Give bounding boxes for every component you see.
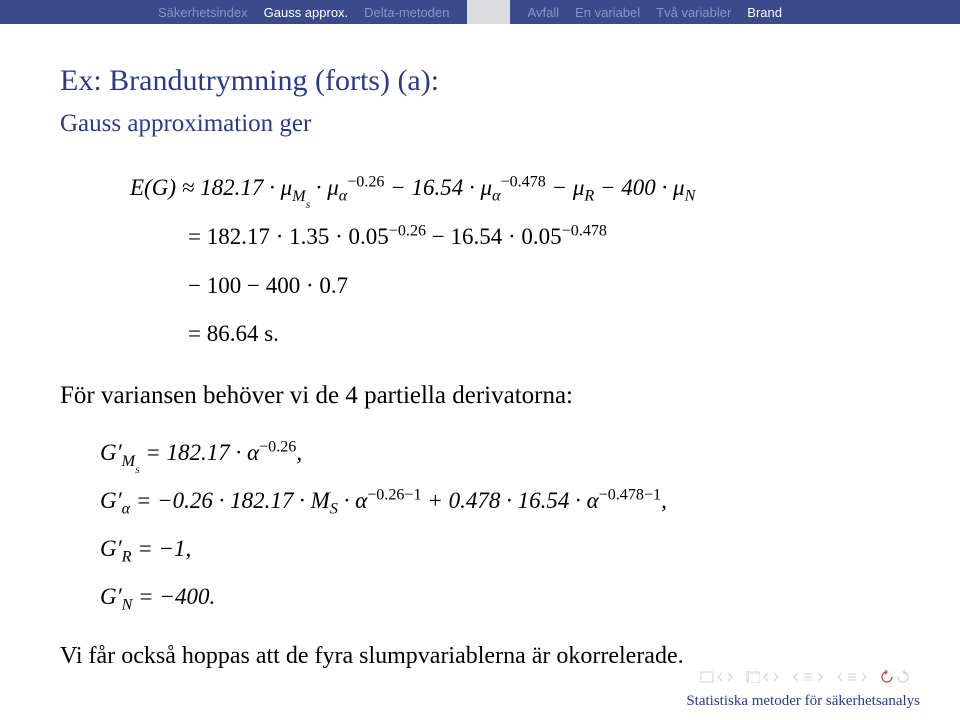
nav-spacer <box>467 0 509 24</box>
eq2-l2a: G′ <box>100 488 122 513</box>
nav-item-sakerhetsindex[interactable]: Säkerhetsindex <box>150 5 256 20</box>
nav-item-delta-metoden[interactable]: Delta-metoden <box>356 5 457 20</box>
eq1-l1c: − 16.54 · μ <box>384 175 492 200</box>
slide-subtitle: Gauss approximation ger <box>60 110 900 138</box>
slide-content: Ex: Brandutrymning (forts) (a): Gauss ap… <box>0 24 960 670</box>
nav-subsection-prev-next[interactable] <box>836 671 868 683</box>
text-correlation: Vi får också hoppas att de fyra slumpvar… <box>60 643 900 670</box>
eq2-l1a: G′ <box>100 440 122 465</box>
nav-item-avfall[interactable]: Avfall <box>520 5 568 20</box>
nav-item-en-variabel[interactable]: En variabel <box>567 5 648 20</box>
eq1-exp1: −0.26 <box>347 173 384 190</box>
eq2-l3a: G′ <box>100 536 122 561</box>
nav-left-group: Säkerhetsindex Gauss approx. Delta-metod… <box>0 0 467 24</box>
eq1-l2: = 182.17 · 1.35 · 0.05 <box>188 224 389 249</box>
footer-title: Statistiska metoder för säkerhetsanalys <box>686 693 920 710</box>
eq1-l4: = 86.64 s. <box>188 310 900 358</box>
eq2-l4a: G′ <box>100 584 122 609</box>
eq1-l2b: − 16.54 · 0.05 <box>426 224 562 249</box>
eq1-l3: − 100 − 400 · 0.7 <box>188 262 900 310</box>
eq1-l2exp1: −0.26 <box>389 223 426 240</box>
nav-section-prev-next[interactable] <box>792 671 824 683</box>
eq2-l4b: = −400. <box>132 584 215 609</box>
eq2-l2e: , <box>661 488 667 513</box>
nav-slide-prev-next[interactable] <box>700 671 734 683</box>
eq1-lhs: E(G) ≈ <box>130 175 200 200</box>
eq2-l3b: = −1, <box>132 536 192 561</box>
nav-right-group: Avfall En variabel Två variabler Brand <box>510 0 960 24</box>
text-variance: För variansen behöver vi de 4 partiella … <box>60 382 900 410</box>
equation-block-2: G′MS = 182.17 · α−0.26, G′α = −0.26 · 18… <box>100 430 900 621</box>
top-navbar: Säkerhetsindex Gauss approx. Delta-metod… <box>0 0 960 24</box>
nav-item-gauss-approx[interactable]: Gauss approx. <box>256 5 357 20</box>
eq1-l2exp2: −0.478 <box>562 223 607 240</box>
eq2-l1b: = 182.17 · α <box>139 440 259 465</box>
beamer-nav-icons <box>700 670 910 684</box>
eq2-l2c: · α <box>338 488 367 513</box>
equation-block-1: E(G) ≈ 182.17 · μMS · μα−0.26 − 16.54 · … <box>130 164 900 358</box>
eq1-l1a: 182.17 · μ <box>200 175 292 200</box>
eq2-l2exp1: −0.26−1 <box>367 486 421 503</box>
nav-item-tva-variabler[interactable]: Två variabler <box>648 5 739 20</box>
nav-back-forward-circular[interactable] <box>880 670 910 684</box>
eq2-l2b: = −0.26 · 182.17 · M <box>130 488 330 513</box>
eq2-l1c: , <box>296 440 302 465</box>
eq1-exp2: −0.478 <box>501 173 546 190</box>
eq1-l1d: − μ <box>546 175 585 200</box>
eq2-l2d: + 0.478 · 16.54 · α <box>422 488 599 513</box>
eq2-l2exp2: −0.478−1 <box>599 486 661 503</box>
slide-title: Ex: Brandutrymning (forts) (a): <box>60 64 900 98</box>
eq1-l1e: − 400 · μ <box>594 175 684 200</box>
eq1-l1b: · μ <box>310 175 339 200</box>
nav-frame-prev-next[interactable] <box>746 671 780 683</box>
eq2-l1exp: −0.26 <box>259 439 296 456</box>
nav-item-brand[interactable]: Brand <box>739 5 790 20</box>
